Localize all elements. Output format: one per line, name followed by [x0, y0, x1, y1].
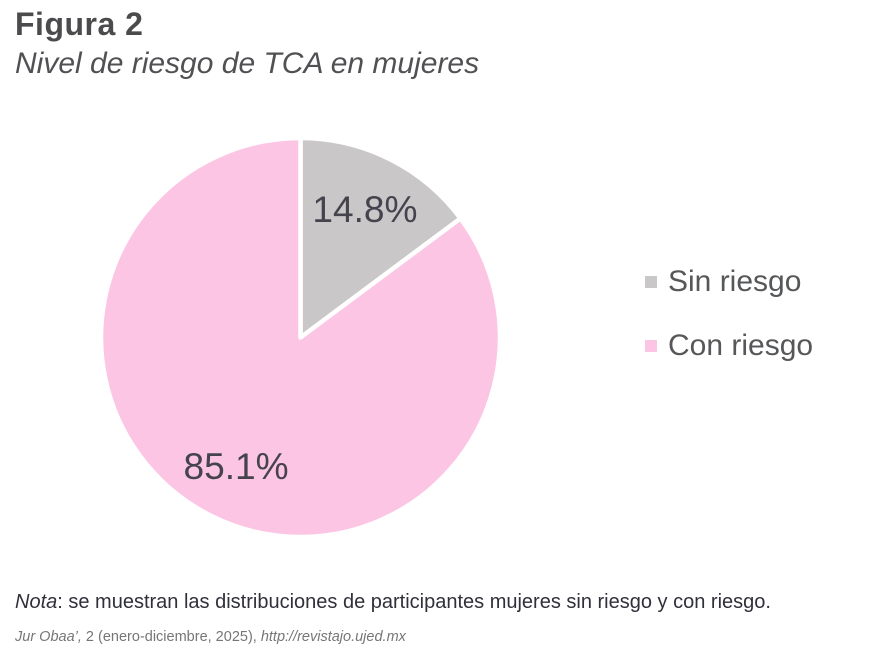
legend-label-sin-riesgo: Sin riesgo	[668, 265, 802, 298]
legend-label-con-riesgo: Con riesgo	[668, 329, 814, 362]
pie-slice-label-sin-riesgo: 14.8%	[312, 188, 417, 230]
note-text: se muestran las distribuciones de partic…	[68, 591, 771, 613]
chart-area: 14.8% 85.1% Sin riesgo Con riesgo	[0, 110, 876, 570]
pie-slice-con-riesgo	[98, 135, 503, 540]
figure-title: Figura 2	[15, 6, 144, 42]
legend-item-con-riesgo: Con riesgo	[645, 329, 813, 363]
figure-header: Figura 2 Nivel de riesgo de TCA en mujer…	[15, 6, 479, 81]
figure-subtitle: Nivel de riesgo de TCA en mujeres	[15, 46, 480, 80]
pie-slice-label-con-riesgo: 85.1%	[183, 445, 288, 487]
issue-info: 2 (enero-diciembre, 2025),	[81, 629, 261, 645]
note-label: Nota	[15, 591, 58, 613]
pie-slice-sin-riesgo	[298, 135, 463, 340]
journal-url: http://revistajo.ujed.mx	[260, 629, 406, 645]
note-separator: :	[57, 591, 69, 613]
legend-item-sin-riesgo: Sin riesgo	[645, 265, 813, 299]
legend-swatch-con-riesgo	[645, 340, 657, 352]
journal-footer: Jur Obaa’, 2 (enero-diciembre, 2025), ht…	[15, 629, 865, 645]
journal-name: Jur Obaa’,	[15, 629, 82, 645]
legend: Sin riesgo Con riesgo	[645, 265, 813, 393]
figure-note: Nota: se muestran las distribuciones de …	[15, 589, 865, 615]
pie-chart: 14.8% 85.1%	[98, 135, 503, 540]
legend-swatch-sin-riesgo	[645, 276, 657, 288]
